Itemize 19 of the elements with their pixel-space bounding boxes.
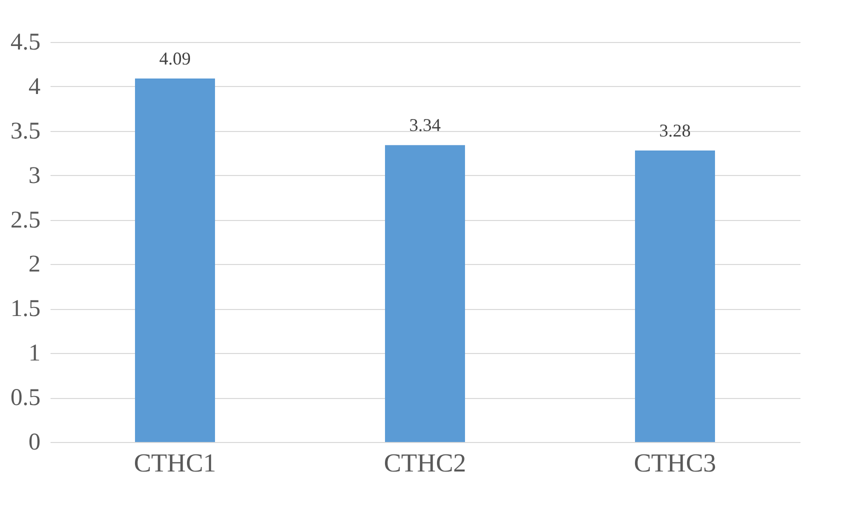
data-label: 3.28 <box>659 120 691 140</box>
y-tick-label: 1 <box>28 340 40 367</box>
y-tick-label: 2.5 <box>10 207 40 234</box>
y-tick-label: 0.5 <box>10 385 40 412</box>
x-tick-label: CTHC1 <box>134 448 216 478</box>
y-tick-label: 4 <box>28 74 40 100</box>
y-tick-label: 3 <box>28 162 40 189</box>
y-tick-label: 2 <box>28 252 40 278</box>
y-tick-label: 0 <box>28 430 40 456</box>
bar <box>135 78 215 442</box>
x-tick-label: CTHC3 <box>634 448 716 478</box>
data-label: 3.34 <box>409 115 441 136</box>
y-tick-label: 1.5 <box>10 296 40 322</box>
y-tick-label: 4.5 <box>10 30 40 56</box>
y-tick-label: 3.5 <box>10 118 40 144</box>
bar <box>385 145 465 442</box>
data-label: 4.09 <box>159 48 191 68</box>
bar <box>635 150 715 442</box>
x-tick-label: CTHC2 <box>384 448 466 478</box>
